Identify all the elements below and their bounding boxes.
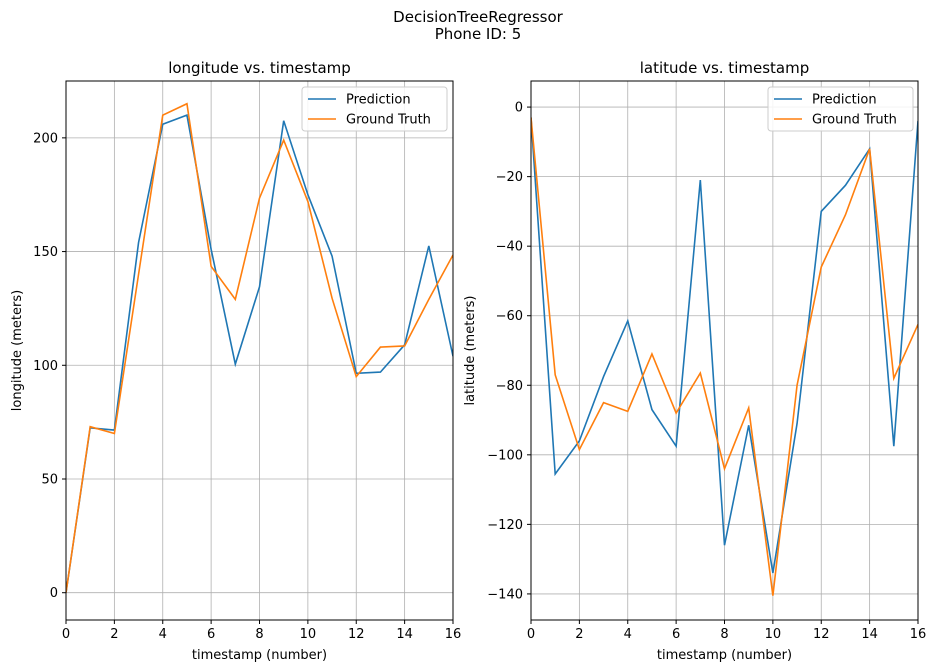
y-tick-label: −40: [496, 240, 523, 255]
series-line-ground-truth: [531, 117, 918, 596]
figure-suptitle-line2: Phone ID: 5: [435, 25, 522, 43]
x-tick-label: 6: [207, 627, 215, 642]
y-tick-label: 0: [515, 101, 523, 116]
y-tick-label: 150: [33, 245, 58, 260]
series-line-ground-truth: [66, 102, 453, 593]
x-tick-label: 16: [445, 627, 462, 642]
legend-label: Prediction: [812, 93, 877, 108]
series-line-prediction: [531, 117, 918, 574]
legend: Prediction Ground Truth: [767, 86, 914, 132]
legend-label: Ground Truth: [346, 113, 431, 128]
x-tick-label: 8: [720, 627, 728, 642]
x-tick-label: 0: [62, 627, 70, 642]
x-axis-label: timestamp (number): [192, 648, 327, 663]
x-tick-label: 8: [255, 627, 263, 642]
legend-box: [767, 86, 914, 132]
x-tick-label: 2: [110, 627, 118, 642]
x-axis-label: timestamp (number): [657, 648, 792, 663]
legend-label: Ground Truth: [812, 113, 897, 128]
latitude-chart: 0 2 4 6 8 10 12 14 16 0 −20 −40 −60 −80 −100 −120 −140 la…: [463, 59, 926, 663]
series-line-prediction: [66, 114, 453, 593]
legend-box: [301, 86, 448, 132]
legend: Prediction Ground Truth: [301, 86, 448, 132]
longitude-chart: 0 2 4 6 8 10 12 14 16 0 50 100 150 200 longitude vs. t…: [10, 59, 461, 663]
x-tick-label: 6: [672, 627, 680, 642]
y-tick-label: −100: [487, 448, 523, 463]
x-tick-label: 12: [813, 627, 830, 642]
x-tick-label: 10: [765, 627, 782, 642]
legend-label: Prediction: [346, 93, 411, 108]
y-tick-label: −80: [496, 379, 523, 394]
figure-suptitle-line1: DecisionTreeRegressor: [393, 8, 563, 26]
x-tick-label: 0: [527, 627, 535, 642]
x-tick-label: 14: [861, 627, 878, 642]
y-tick-label: −140: [487, 587, 523, 602]
x-tick-label: 16: [910, 627, 927, 642]
x-tick-label: 14: [396, 627, 413, 642]
x-tick-label: 4: [624, 627, 632, 642]
chart-title: latitude vs. timestamp: [640, 59, 809, 77]
x-tick-label: 4: [159, 627, 167, 642]
x-tick-label: 2: [575, 627, 583, 642]
y-tick-label: 0: [50, 586, 58, 601]
y-tick-label: −60: [496, 309, 523, 324]
y-axis-label: longitude (meters): [10, 290, 25, 411]
y-tick-label: −120: [487, 518, 523, 533]
y-tick-label: 50: [41, 472, 58, 487]
y-tick-label: −20: [496, 170, 523, 185]
x-tick-label: 10: [300, 627, 317, 642]
y-tick-label: 200: [33, 131, 58, 146]
y-tick-label: 100: [33, 359, 58, 374]
chart-title: longitude vs. timestamp: [168, 59, 351, 77]
y-axis-label: latitude (meters): [463, 295, 478, 405]
x-tick-label: 12: [348, 627, 365, 642]
